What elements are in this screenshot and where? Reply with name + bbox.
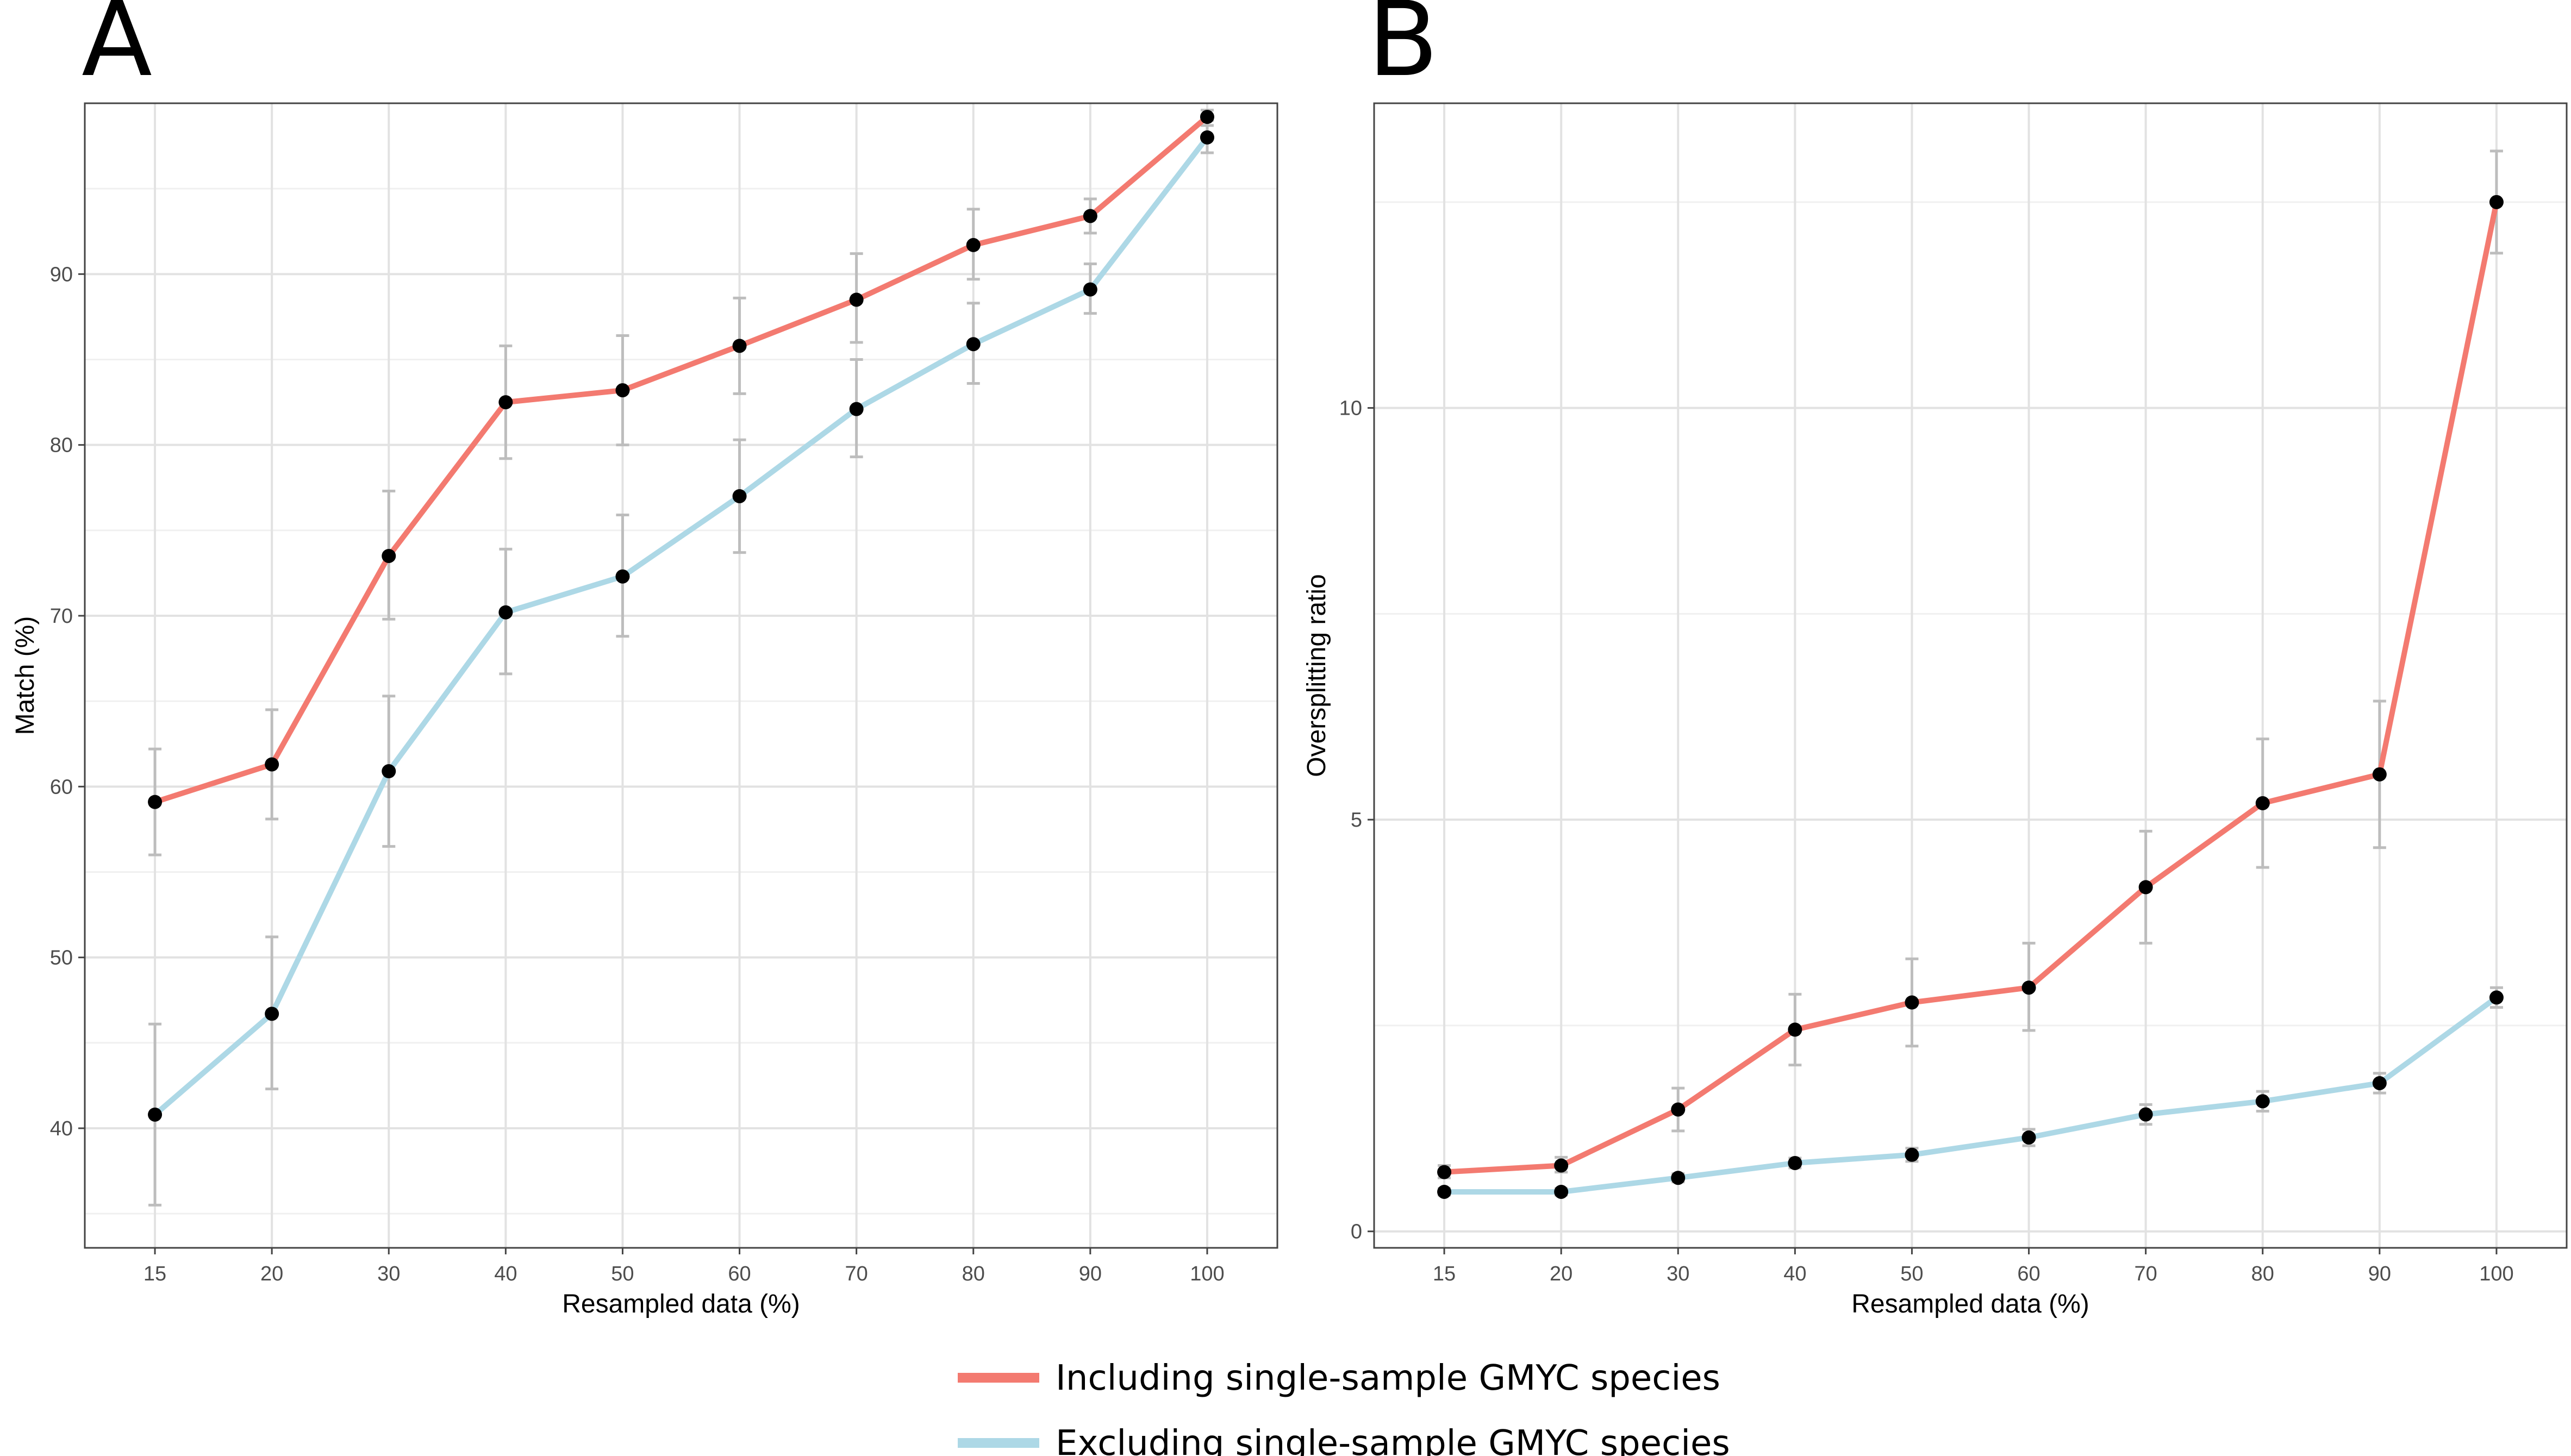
x-tick-label: 30 <box>377 1263 400 1285</box>
y-tick-label: 60 <box>50 776 73 798</box>
x-tick-label: 40 <box>1783 1263 1806 1285</box>
data-point-including <box>2489 195 2504 209</box>
x-tick-label: 15 <box>1433 1263 1456 1285</box>
x-tick-label: 100 <box>2479 1263 2513 1285</box>
panel-a-x-axis-title: Resampled data (%) <box>562 1290 800 1318</box>
data-point-including <box>1905 995 1919 1010</box>
data-point-excluding <box>732 489 747 503</box>
panel-a-y-axis-title: Match (%) <box>11 616 40 735</box>
data-point-including <box>849 292 864 307</box>
x-tick-label: 50 <box>1900 1263 1923 1285</box>
x-tick-label: 40 <box>494 1263 517 1285</box>
x-tick-label: 90 <box>2368 1263 2391 1285</box>
data-point-including <box>615 383 630 398</box>
data-point-including <box>498 395 513 410</box>
data-point-excluding <box>849 402 864 416</box>
x-tick-label: 80 <box>962 1263 985 1285</box>
data-point-including <box>2138 880 2153 895</box>
y-tick-label: 80 <box>50 434 73 457</box>
data-point-including <box>2372 767 2387 782</box>
data-point-excluding <box>1083 282 1097 297</box>
x-tick-label: 20 <box>260 1263 283 1285</box>
x-tick-label: 90 <box>1079 1263 1102 1285</box>
data-point-excluding <box>1905 1147 1919 1162</box>
x-tick-label: 70 <box>2135 1263 2157 1285</box>
panel-a-series <box>148 109 1214 1207</box>
y-tick-label: 10 <box>1339 397 1362 420</box>
data-point-excluding <box>1554 1184 1569 1199</box>
data-point-including <box>382 548 396 563</box>
data-point-excluding <box>966 337 981 352</box>
legend-label-including: Including single-sample GMYC species <box>1056 1358 1720 1398</box>
data-point-including <box>1788 1022 1802 1037</box>
legend-item-including: Including single-sample GMYC species <box>958 1358 1720 1398</box>
data-point-including <box>1200 110 1214 124</box>
data-point-excluding <box>265 1007 279 1021</box>
series-line-excluding <box>152 134 1210 1117</box>
data-point-excluding <box>1788 1155 1802 1170</box>
data-point-including <box>2021 980 2036 995</box>
x-tick-label: 70 <box>845 1263 868 1285</box>
panel-letter-b: B <box>1368 0 1438 99</box>
panel-b-grid <box>1374 103 2567 1248</box>
legend-label-excluding: Excluding single-sample GMYC species <box>1056 1423 1730 1456</box>
data-point-excluding <box>2372 1076 2387 1090</box>
data-point-including <box>966 238 981 252</box>
x-tick-label: 30 <box>1667 1263 1689 1285</box>
legend-item-excluding: Excluding single-sample GMYC species <box>958 1423 1730 1456</box>
data-point-including <box>1554 1158 1569 1173</box>
data-point-excluding <box>615 569 630 584</box>
data-point-excluding <box>382 764 396 779</box>
data-point-including <box>148 795 163 809</box>
x-tick-label: 15 <box>143 1263 166 1285</box>
panel-b-ticks: 0 5 10 15 20 30 40 50 60 70 80 90 100 <box>1339 397 2514 1285</box>
data-point-including <box>2255 796 2270 810</box>
panel-b-border <box>1373 102 2568 1249</box>
data-point-excluding <box>2138 1107 2153 1122</box>
panel-b-x-axis-title: Resampled data (%) <box>1851 1290 2089 1318</box>
panel-b: B 0 5 10 15 20 30 40 50 60 70 80 90 100 Resampled da… <box>1302 0 2568 1318</box>
legend: Including single-sample GMYC species Exc… <box>958 1358 1730 1456</box>
y-tick-label: 70 <box>50 605 73 628</box>
x-tick-label: 60 <box>2017 1263 2040 1285</box>
panel-b-series <box>1437 149 2504 1199</box>
y-tick-label: 40 <box>50 1117 73 1140</box>
panel-letter-a: A <box>82 0 152 99</box>
x-tick-label: 100 <box>1190 1263 1224 1285</box>
data-point-including <box>1437 1165 1452 1179</box>
panel-a-ticks: 40 50 60 70 80 90 15 20 30 40 50 60 70 80 90 100 <box>50 263 1225 1285</box>
x-tick-label: 50 <box>611 1263 634 1285</box>
data-point-excluding <box>1437 1184 1452 1199</box>
data-point-including <box>265 757 279 772</box>
data-point-excluding <box>498 605 513 620</box>
data-point-including <box>732 339 747 353</box>
y-tick-label: 5 <box>1351 809 1362 832</box>
data-point-including <box>1671 1102 1686 1117</box>
x-tick-label: 60 <box>728 1263 751 1285</box>
data-point-excluding <box>2255 1094 2270 1109</box>
data-point-excluding <box>1200 130 1214 145</box>
data-point-excluding <box>1671 1171 1686 1185</box>
series-line-excluding <box>1441 995 2499 1195</box>
data-point-including <box>1083 209 1097 223</box>
panel-a: A 40 50 60 70 80 90 15 20 30 40 50 60 70 80 90 100 Resa… <box>11 0 1278 1318</box>
panel-a-border <box>84 102 1278 1249</box>
data-point-excluding <box>2489 990 2504 1005</box>
y-tick-label: 50 <box>50 947 73 970</box>
series-line-including <box>1441 199 2499 1175</box>
data-point-excluding <box>2021 1130 2036 1145</box>
panel-b-y-axis-title: Oversplitting ratio <box>1302 574 1331 777</box>
series-line-including <box>152 114 1210 805</box>
y-tick-label: 0 <box>1351 1221 1362 1243</box>
data-point-excluding <box>148 1107 163 1122</box>
y-tick-label: 90 <box>50 263 73 286</box>
x-tick-label: 80 <box>2251 1263 2274 1285</box>
x-tick-label: 20 <box>1550 1263 1572 1285</box>
